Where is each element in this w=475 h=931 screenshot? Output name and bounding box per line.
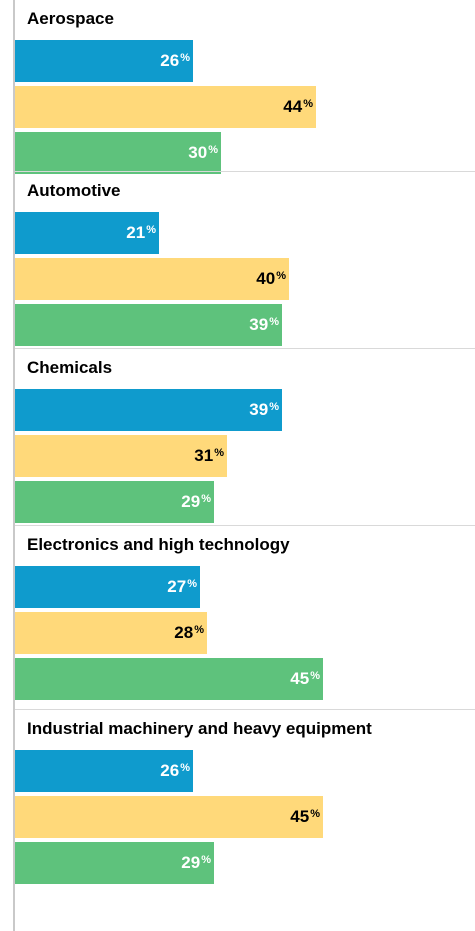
bar-value-label: 45% [290,669,320,689]
percent-sign: % [180,762,190,774]
bar-value-label: 39% [249,315,279,335]
bar: 28% [15,612,207,654]
percent-sign: % [303,98,313,110]
bar-value-label: 26% [160,761,190,781]
group-divider [15,525,475,526]
percent-sign: % [269,401,279,413]
bar: 39% [15,304,282,346]
bar-value-label: 44% [283,97,313,117]
group-title: Chemicals [27,358,113,377]
bar: 30% [15,132,221,174]
bar-value: 28 [174,623,194,642]
bar-value-label: 28% [174,623,204,643]
bar-value-label: 31% [194,446,224,466]
bar-value: 21 [126,223,146,242]
bar-value: 40 [256,269,276,288]
percent-sign: % [214,447,224,459]
percent-sign: % [310,808,320,820]
bar-value-label: 40% [256,269,286,289]
group-divider [15,171,475,172]
percent-sign: % [180,52,190,64]
bar-value-label: 29% [181,492,211,512]
bar-value: 26 [160,51,180,70]
bar-value: 39 [249,400,269,419]
bar: 40% [15,258,289,300]
bar-value-label: 21% [126,223,156,243]
percent-sign: % [201,854,211,866]
group-divider [15,709,475,710]
bar: 29% [15,481,214,523]
group-divider [15,348,475,349]
group-title: Aerospace [27,9,114,28]
bar-value: 44 [283,97,303,116]
bar: 31% [15,435,227,477]
axis-line [13,0,15,931]
group-title: Automotive [27,181,121,200]
bar: 29% [15,842,214,884]
percent-sign: % [187,578,197,590]
bar-value-label: 26% [160,51,190,71]
bar: 26% [15,40,193,82]
percent-sign: % [201,493,211,505]
bar-value: 26 [160,761,180,780]
percent-sign: % [269,316,279,328]
bar-value-label: 30% [188,143,218,163]
percent-sign: % [276,270,286,282]
bar: 26% [15,750,193,792]
bar-value-label: 45% [290,807,320,827]
bar: 45% [15,658,323,700]
bar: 27% [15,566,200,608]
bar: 44% [15,86,316,128]
bar-value: 31 [194,446,214,465]
percent-sign: % [208,144,218,156]
bar-value-label: 29% [181,853,211,873]
bar-value: 29 [181,853,201,872]
bar-value: 39 [249,315,269,334]
bar: 21% [15,212,159,254]
bar-value-label: 39% [249,400,279,420]
bar-value: 45 [290,669,310,688]
bar-value: 27 [167,577,187,596]
percent-sign: % [310,670,320,682]
bar-value: 29 [181,492,201,511]
percent-sign: % [146,224,156,236]
group-title: Electronics and high technology [27,535,290,554]
bar: 39% [15,389,282,431]
percent-sign: % [194,624,204,636]
bar-value: 45 [290,807,310,826]
bar: 45% [15,796,323,838]
bar-value-label: 27% [167,577,197,597]
group-title: Industrial machinery and heavy equipment [27,719,372,738]
bar-value: 30 [188,143,208,162]
